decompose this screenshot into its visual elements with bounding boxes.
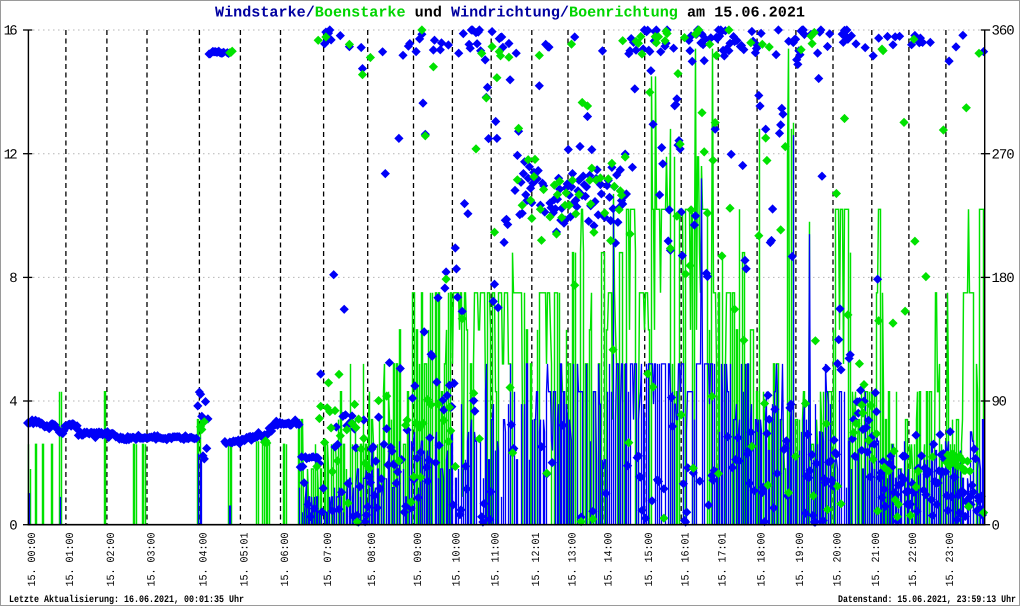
- svg-text:15. 13:00: 15. 13:00: [567, 533, 579, 587]
- svg-text:15. 22:00: 15. 22:00: [908, 533, 920, 587]
- svg-text:360: 360: [992, 24, 1015, 40]
- svg-text:15. 09:00: 15. 09:00: [413, 533, 425, 587]
- svg-text:15. 21:00: 15. 21:00: [871, 533, 883, 587]
- svg-text:8: 8: [9, 271, 17, 287]
- svg-text:15. 00:00: 15. 00:00: [27, 533, 39, 587]
- svg-text:15. 23:00: 15. 23:00: [945, 533, 957, 587]
- svg-text:180: 180: [992, 271, 1015, 287]
- svg-text:und: und: [406, 5, 451, 22]
- svg-text:15. 15:00: 15. 15:00: [644, 533, 656, 587]
- svg-text:15. 18:00: 15. 18:00: [756, 533, 768, 587]
- svg-text:15. 07:00: 15. 07:00: [323, 533, 335, 587]
- svg-text:Windstarke/: Windstarke/: [215, 5, 315, 22]
- svg-text:270: 270: [992, 147, 1015, 163]
- svg-text:15. 10:00: 15. 10:00: [452, 533, 464, 587]
- svg-text:15. 03:00: 15. 03:00: [146, 533, 158, 587]
- svg-text:12: 12: [4, 147, 18, 163]
- svg-text:15. 16:01: 15. 16:01: [681, 532, 693, 586]
- svg-text:15. 01:00: 15. 01:00: [65, 533, 77, 587]
- svg-text:15. 02:00: 15. 02:00: [106, 533, 118, 587]
- svg-text:Boenstarke: Boenstarke: [315, 5, 406, 22]
- svg-text:Windrichtung/: Windrichtung/: [451, 5, 569, 22]
- svg-text:15. 08:00: 15. 08:00: [367, 533, 379, 587]
- svg-text:Boenrichtung: Boenrichtung: [569, 5, 678, 22]
- svg-text:Letzte Aktualisierung: 16.06.2: Letzte Aktualisierung: 16.06.2021, 00:01…: [9, 594, 244, 606]
- svg-text:am 15.06.2021: am 15.06.2021: [678, 5, 805, 22]
- svg-text:15. 17:01: 15. 17:01: [718, 532, 730, 586]
- svg-text:15. 19:00: 15. 19:00: [795, 533, 807, 587]
- svg-text:Datenstand: 15.06.2021, 23:59:: Datenstand: 15.06.2021, 23:59:13 Uhr: [838, 594, 1016, 606]
- svg-text:15. 11:00: 15. 11:00: [491, 533, 503, 587]
- svg-text:15. 12:01: 15. 12:01: [531, 532, 543, 586]
- svg-text:16: 16: [4, 24, 18, 40]
- svg-text:15. 04:00: 15. 04:00: [199, 533, 211, 587]
- svg-text:15. 06:00: 15. 06:00: [280, 533, 292, 587]
- svg-text:0: 0: [9, 518, 17, 534]
- svg-text:4: 4: [9, 395, 17, 411]
- svg-text:15. 20:00: 15. 20:00: [832, 533, 844, 587]
- svg-text:90: 90: [992, 395, 1007, 411]
- svg-text:15. 05:01: 15. 05:01: [240, 532, 252, 586]
- svg-text:15. 14:00: 15. 14:00: [603, 533, 615, 587]
- svg-text:0: 0: [992, 518, 1000, 534]
